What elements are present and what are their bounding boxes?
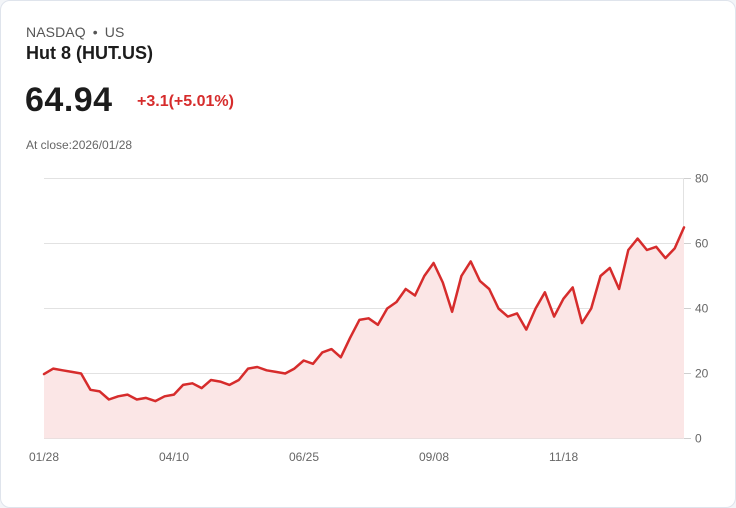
price-line <box>42 226 686 403</box>
x-tick-label: 01/28 <box>29 450 59 464</box>
current-price: 64.94 <box>25 81 113 119</box>
exchange-line: NASDAQ • US <box>26 24 124 40</box>
price-chart[interactable]: 0 20 40 60 80 01/28 04/10 06/25 09/08 11/18 <box>1 161 736 471</box>
price-area-fill <box>44 227 684 439</box>
x-tick-label: 11/18 <box>549 450 578 464</box>
region: US <box>104 24 125 40</box>
x-axis-labels: 01/28 04/10 06/25 09/08 11/18 <box>29 450 578 464</box>
y-axis-labels: 0 20 40 60 80 <box>695 172 709 446</box>
close-date: At close:2026/01/28 <box>26 138 133 152</box>
y-tick-label: 20 <box>695 367 709 381</box>
x-tick-label: 09/08 <box>419 450 449 464</box>
y-tick-label: 60 <box>695 237 709 251</box>
x-tick-label: 04/10 <box>159 450 189 464</box>
stock-title: Hut 8 (HUT.US) <box>26 43 153 63</box>
exchange-name: NASDAQ <box>26 24 86 40</box>
x-tick-label: 06/25 <box>289 450 319 464</box>
separator-dot: • <box>92 24 98 40</box>
price-change: +3.1(+5.01%) <box>137 93 234 110</box>
y-tick-label: 0 <box>695 432 702 446</box>
y-tick-label: 40 <box>695 302 709 316</box>
y-tick-label: 80 <box>695 172 709 186</box>
